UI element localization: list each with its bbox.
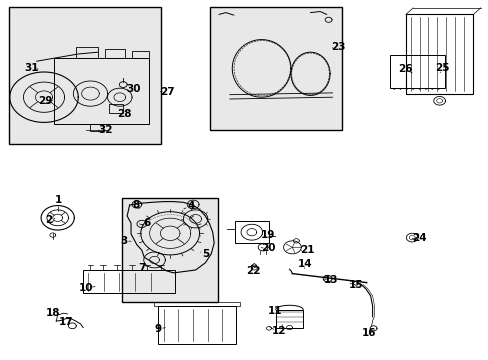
Text: 15: 15 bbox=[348, 280, 363, 291]
Bar bbox=[90, 124, 102, 131]
Text: 29: 29 bbox=[38, 96, 52, 106]
Text: 6: 6 bbox=[143, 218, 150, 228]
Text: 14: 14 bbox=[297, 258, 311, 269]
Bar bbox=[275, 310, 303, 328]
Bar bbox=[389, 55, 444, 88]
Text: 23: 23 bbox=[330, 42, 345, 52]
Text: 13: 13 bbox=[324, 275, 338, 285]
Text: 30: 30 bbox=[126, 84, 141, 94]
Text: 12: 12 bbox=[271, 326, 285, 336]
Bar bbox=[210, 7, 342, 130]
Text: 32: 32 bbox=[98, 125, 112, 135]
Text: 8: 8 bbox=[132, 200, 139, 210]
Text: 17: 17 bbox=[59, 317, 73, 327]
Text: 22: 22 bbox=[245, 266, 260, 276]
Bar bbox=[234, 221, 268, 243]
Text: 1: 1 bbox=[55, 195, 62, 205]
Text: 19: 19 bbox=[260, 230, 275, 240]
Text: 26: 26 bbox=[398, 64, 412, 74]
Bar bbox=[108, 104, 123, 113]
Text: 25: 25 bbox=[434, 63, 449, 73]
Text: 10: 10 bbox=[78, 283, 93, 293]
Text: 21: 21 bbox=[299, 245, 314, 255]
Bar bbox=[9, 7, 161, 144]
Text: 24: 24 bbox=[411, 233, 426, 243]
Bar bbox=[154, 302, 240, 306]
Bar bbox=[83, 270, 175, 293]
Bar bbox=[158, 306, 236, 343]
Text: 20: 20 bbox=[260, 243, 275, 253]
Text: 3: 3 bbox=[120, 236, 127, 246]
Text: 11: 11 bbox=[267, 306, 282, 316]
Text: 18: 18 bbox=[45, 308, 60, 318]
Bar bbox=[405, 14, 472, 94]
Text: 9: 9 bbox=[154, 324, 161, 334]
Text: 2: 2 bbox=[45, 215, 52, 225]
Text: 7: 7 bbox=[138, 263, 145, 273]
Text: 31: 31 bbox=[24, 63, 39, 73]
Text: 27: 27 bbox=[160, 87, 174, 97]
Text: 16: 16 bbox=[361, 328, 376, 338]
Text: 28: 28 bbox=[117, 109, 132, 120]
Text: 4: 4 bbox=[186, 201, 194, 211]
Bar bbox=[54, 58, 149, 124]
Bar bbox=[122, 198, 217, 302]
Text: 5: 5 bbox=[202, 249, 209, 259]
